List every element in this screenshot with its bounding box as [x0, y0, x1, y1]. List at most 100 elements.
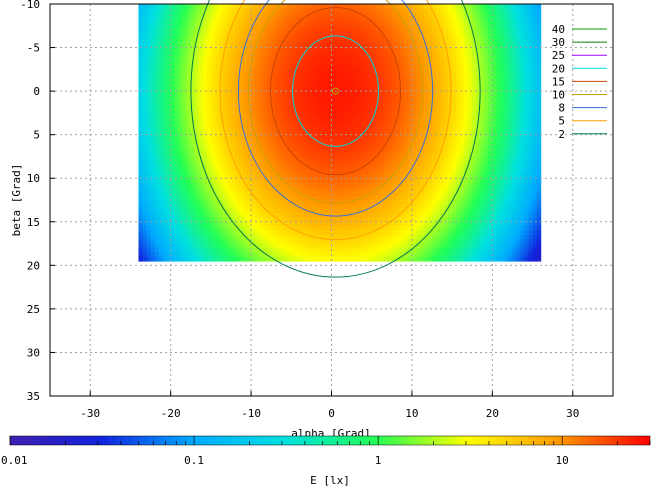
heatmap-cell	[395, 69, 401, 75]
heatmap-cell	[206, 60, 212, 66]
heatmap-cell	[520, 73, 526, 79]
heatmap-cell	[186, 30, 192, 36]
heatmap-cell	[492, 60, 497, 66]
heatmap-cell	[456, 134, 461, 140]
heatmap-cell	[339, 104, 345, 110]
heatmap-cell	[331, 217, 337, 223]
heatmap-cell	[146, 56, 152, 62]
heatmap-cell	[508, 91, 514, 97]
heatmap-cell	[210, 17, 216, 23]
heatmap-cell	[311, 8, 317, 14]
heatmap-cell	[255, 182, 260, 188]
heatmap-cell	[243, 25, 248, 31]
heatmap-cell	[214, 60, 220, 66]
heatmap-cell	[255, 82, 260, 88]
heatmap-cell	[202, 204, 208, 210]
heatmap-cell	[391, 143, 397, 149]
heatmap-cell	[279, 99, 284, 105]
heatmap-cell	[146, 82, 152, 88]
heatmap-cell	[198, 43, 204, 49]
heatmap-cell	[222, 186, 228, 192]
heatmap-cell	[444, 178, 449, 184]
heatmap-cell	[436, 121, 441, 127]
heatmap-cell	[520, 213, 526, 219]
heatmap-cell	[415, 130, 421, 136]
heatmap-cell	[407, 147, 413, 153]
heatmap-cell	[436, 178, 441, 184]
heatmap-cell	[367, 99, 373, 105]
heatmap-cell	[496, 108, 501, 114]
heatmap-cell	[415, 8, 421, 14]
heatmap-cell	[440, 195, 445, 201]
heatmap-cell	[379, 82, 385, 88]
heatmap-cell	[391, 25, 397, 31]
heatmap-cell	[287, 82, 292, 88]
heatmap-cell	[243, 12, 248, 18]
heatmap-cell	[166, 47, 172, 53]
heatmap-cell	[331, 134, 337, 140]
heatmap-cell	[158, 82, 164, 88]
heatmap-cell	[496, 95, 501, 101]
heatmap-cell	[343, 64, 349, 70]
heatmap-cell	[532, 64, 538, 70]
heatmap-cell	[315, 95, 321, 101]
heatmap-cell	[444, 64, 449, 70]
heatmap-cell	[194, 51, 200, 57]
heatmap-cell	[182, 108, 188, 114]
heatmap-cell	[444, 165, 449, 171]
heatmap-cell	[174, 56, 180, 62]
heatmap-cell	[299, 117, 304, 123]
heatmap-cell	[335, 165, 341, 171]
heatmap-cell	[375, 108, 381, 114]
heatmap-cell	[311, 169, 317, 175]
heatmap-cell	[339, 25, 345, 31]
heatmap-cell	[267, 195, 272, 201]
heatmap-cell	[331, 160, 337, 166]
heatmap-cell	[251, 95, 256, 101]
heatmap-cell	[283, 4, 288, 9]
heatmap-cell	[206, 51, 212, 57]
heatmap-cell	[415, 104, 421, 110]
heatmap-cell	[178, 86, 184, 92]
heatmap-cell	[343, 56, 349, 62]
heatmap-cell	[347, 34, 353, 40]
heatmap-cell	[287, 200, 292, 205]
heatmap-cell	[403, 125, 409, 131]
heatmap-cell	[251, 130, 256, 136]
heatmap-cell	[407, 95, 413, 101]
heatmap-cell	[496, 69, 501, 75]
heatmap-cell	[319, 191, 325, 197]
heatmap-cell	[263, 121, 268, 127]
heatmap-cell	[440, 139, 445, 144]
heatmap-cell	[311, 121, 317, 127]
heatmap-cell	[218, 78, 224, 83]
heatmap-cell	[226, 117, 232, 123]
heatmap-cell	[198, 78, 204, 83]
heatmap-cell	[468, 82, 473, 88]
heatmap-cell	[359, 169, 365, 175]
heatmap-cell	[419, 130, 425, 136]
heatmap-cell	[452, 195, 457, 201]
heatmap-cell	[142, 186, 148, 192]
heatmap-cell	[210, 117, 216, 123]
heatmap-cell	[271, 134, 276, 140]
heatmap-cell	[295, 152, 300, 158]
heatmap-cell	[138, 112, 144, 118]
heatmap-cell	[387, 56, 393, 62]
heatmap-cell	[178, 112, 184, 118]
heatmap-cell	[190, 165, 196, 171]
heatmap-cell	[440, 217, 445, 223]
heatmap-cell	[383, 12, 389, 18]
heatmap-cell	[218, 56, 224, 62]
heatmap-cell	[472, 60, 477, 66]
heatmap-cell	[190, 17, 196, 23]
heatmap-cell	[162, 34, 168, 40]
heatmap-cell	[476, 143, 481, 149]
heatmap-cell	[287, 165, 292, 171]
heatmap-cell	[222, 217, 228, 223]
heatmap-cell	[524, 47, 530, 53]
heatmap-cell	[516, 95, 522, 101]
heatmap-cell	[484, 8, 489, 14]
heatmap-cell	[480, 108, 485, 114]
heatmap-cell	[512, 165, 518, 171]
